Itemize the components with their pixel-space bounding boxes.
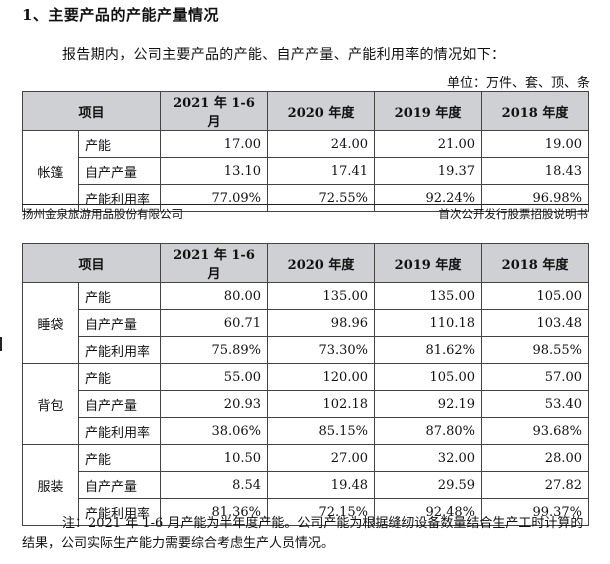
item-cell: 自产产量 [77,471,162,499]
item-cell: 自产产量 [77,390,162,418]
table-header-row: 项目 2021 年 1-6 月 2020 年度 2019 年度 2018 年度 [21,91,590,131]
value-cell: 10.50 [160,444,269,472]
value-cell: 110.18 [374,309,483,337]
value-cell: 85.15% [267,417,376,445]
value-cell: 98.55% [481,336,590,364]
value-cell: 32.00 [374,444,483,472]
category-cell: 睡袋 [22,282,79,364]
value-cell: 18.43 [481,157,590,185]
value-cell: 93.68% [481,417,590,445]
value-cell: 73.30% [267,336,376,364]
footer-company: 扬州金泉旅游用品股份有限公司 [22,207,183,221]
value-cell: 53.40 [481,390,590,418]
table-row: 自产产量 60.71 98.96 110.18 103.48 [23,309,590,337]
col-header-2019: 2019 年度 [374,91,483,131]
col-header-item: 项目 [21,243,162,283]
value-cell: 60.71 [160,309,269,337]
value-cell: 24.00 [267,130,376,158]
section-heading: 1、主要产品的产能产量情况 [22,6,219,24]
capacity-table-tents: 项目 2021 年 1-6 月 2020 年度 2019 年度 2018 年度 … [21,91,590,212]
col-header-2020: 2020 年度 [267,243,376,283]
value-cell: 81.62% [374,336,483,364]
table-row: 自产产量 20.93 102.18 92.19 53.40 [23,390,590,418]
table-row: 背包 产能 55.00 120.00 105.00 57.00 [22,363,590,445]
item-cell: 产能 [77,282,162,310]
value-cell: 99.37% [481,498,590,526]
value-cell: 92.24% [374,184,483,212]
category-cell: 帐篷 [22,130,79,212]
category-cell: 背包 [22,363,79,445]
value-cell: 8.54 [160,471,269,499]
footnote: 注：2021 年 1-6 月产能为半年度产能。公司产能为根据缝纫设备数量结合生产… [22,516,584,551]
value-cell: 29.59 [374,471,483,499]
value-cell: 103.48 [481,309,590,337]
value-cell: 19.48 [267,471,376,499]
value-cell: 80.00 [160,282,269,310]
value-cell: 135.00 [374,282,483,310]
value-cell: 27.00 [267,444,376,472]
table-row: 服装 产能 10.50 27.00 32.00 28.00 [22,444,590,526]
item-cell: 产能利用率 [77,417,162,445]
value-cell: 57.00 [481,363,590,391]
footer-document-title: 首次公开发行股票招股说明书 [438,207,589,221]
item-cell: 产能 [77,363,162,391]
value-cell: 98.96 [267,309,376,337]
value-cell: 19.00 [481,130,590,158]
value-cell: 28.00 [481,444,590,472]
table-header-row: 项目 2021 年 1-6 月 2020 年度 2019 年度 2018 年度 [21,243,590,283]
table-row: 产能利用率 77.09% 72.55% 92.24% 96.98% [23,184,590,212]
page-footer: 扬州金泉旅游用品股份有限公司 首次公开发行股票招股说明书 [22,204,588,222]
value-cell: 75.89% [160,336,269,364]
table-row: 自产产量 8.54 19.48 29.59 27.82 [23,471,590,499]
value-cell: 96.98% [481,184,590,212]
item-cell: 产能 [77,130,162,158]
value-cell: 20.93 [160,390,269,418]
unit-label: 单位：万件、套、顶、条 [446,76,590,91]
value-cell: 13.10 [160,157,269,185]
item-cell: 产能 [77,444,162,472]
capacity-table-others: 项目 2021 年 1-6 月 2020 年度 2019 年度 2018 年度 … [21,243,590,526]
value-cell: 135.00 [267,282,376,310]
table1-body: 帐篷 产能 17.00 24.00 21.00 19.00 自产产量 13.10 17.41 19… [22,130,590,212]
col-header-2019: 2019 年度 [374,243,483,283]
value-cell: 55.00 [160,363,269,391]
col-header-2021h1: 2021 年 1-6 月 [160,243,269,283]
value-cell: 92.48% [374,498,483,526]
value-cell: 120.00 [267,363,376,391]
table-row: 产能利用率 81.36% 72.15% 92.48% 99.37% [23,498,590,526]
item-cell: 产能利用率 [77,184,162,212]
margin-mark [0,337,2,351]
table-row: 帐篷 产能 17.00 24.00 21.00 19.00 [22,130,590,212]
value-cell: 21.00 [374,130,483,158]
value-cell: 81.36% [160,498,269,526]
table-row: 产能利用率 38.06% 85.15% 87.80% 93.68% [23,417,590,445]
table-row: 自产产量 13.10 17.41 19.37 18.43 [23,157,590,185]
value-cell: 105.00 [481,282,590,310]
col-header-2018: 2018 年度 [481,243,590,283]
item-cell: 自产产量 [77,309,162,337]
item-cell: 产能利用率 [77,498,162,526]
table2-body: 睡袋 产能 80.00 135.00 135.00 105.00 自产产量 60.71 98.9… [22,282,590,526]
col-header-2018: 2018 年度 [481,91,590,131]
value-cell: 105.00 [374,363,483,391]
value-cell: 38.06% [160,417,269,445]
intro-paragraph: 报告期内，公司主要产品的产能、自产产量、产能利用率的情况如下： [62,47,506,63]
value-cell: 17.00 [160,130,269,158]
col-header-2020: 2020 年度 [267,91,376,131]
value-cell: 27.82 [481,471,590,499]
value-cell: 102.18 [267,390,376,418]
table-row: 产能利用率 75.89% 73.30% 81.62% 98.55% [23,336,590,364]
table-row: 睡袋 产能 80.00 135.00 135.00 105.00 [22,282,590,364]
col-header-item: 项目 [21,91,162,131]
value-cell: 17.41 [267,157,376,185]
value-cell: 77.09% [160,184,269,212]
value-cell: 92.19 [374,390,483,418]
value-cell: 72.15% [267,498,376,526]
value-cell: 19.37 [374,157,483,185]
col-header-2021h1: 2021 年 1-6 月 [160,91,269,131]
item-cell: 自产产量 [77,157,162,185]
value-cell: 87.80% [374,417,483,445]
item-cell: 产能利用率 [77,336,162,364]
